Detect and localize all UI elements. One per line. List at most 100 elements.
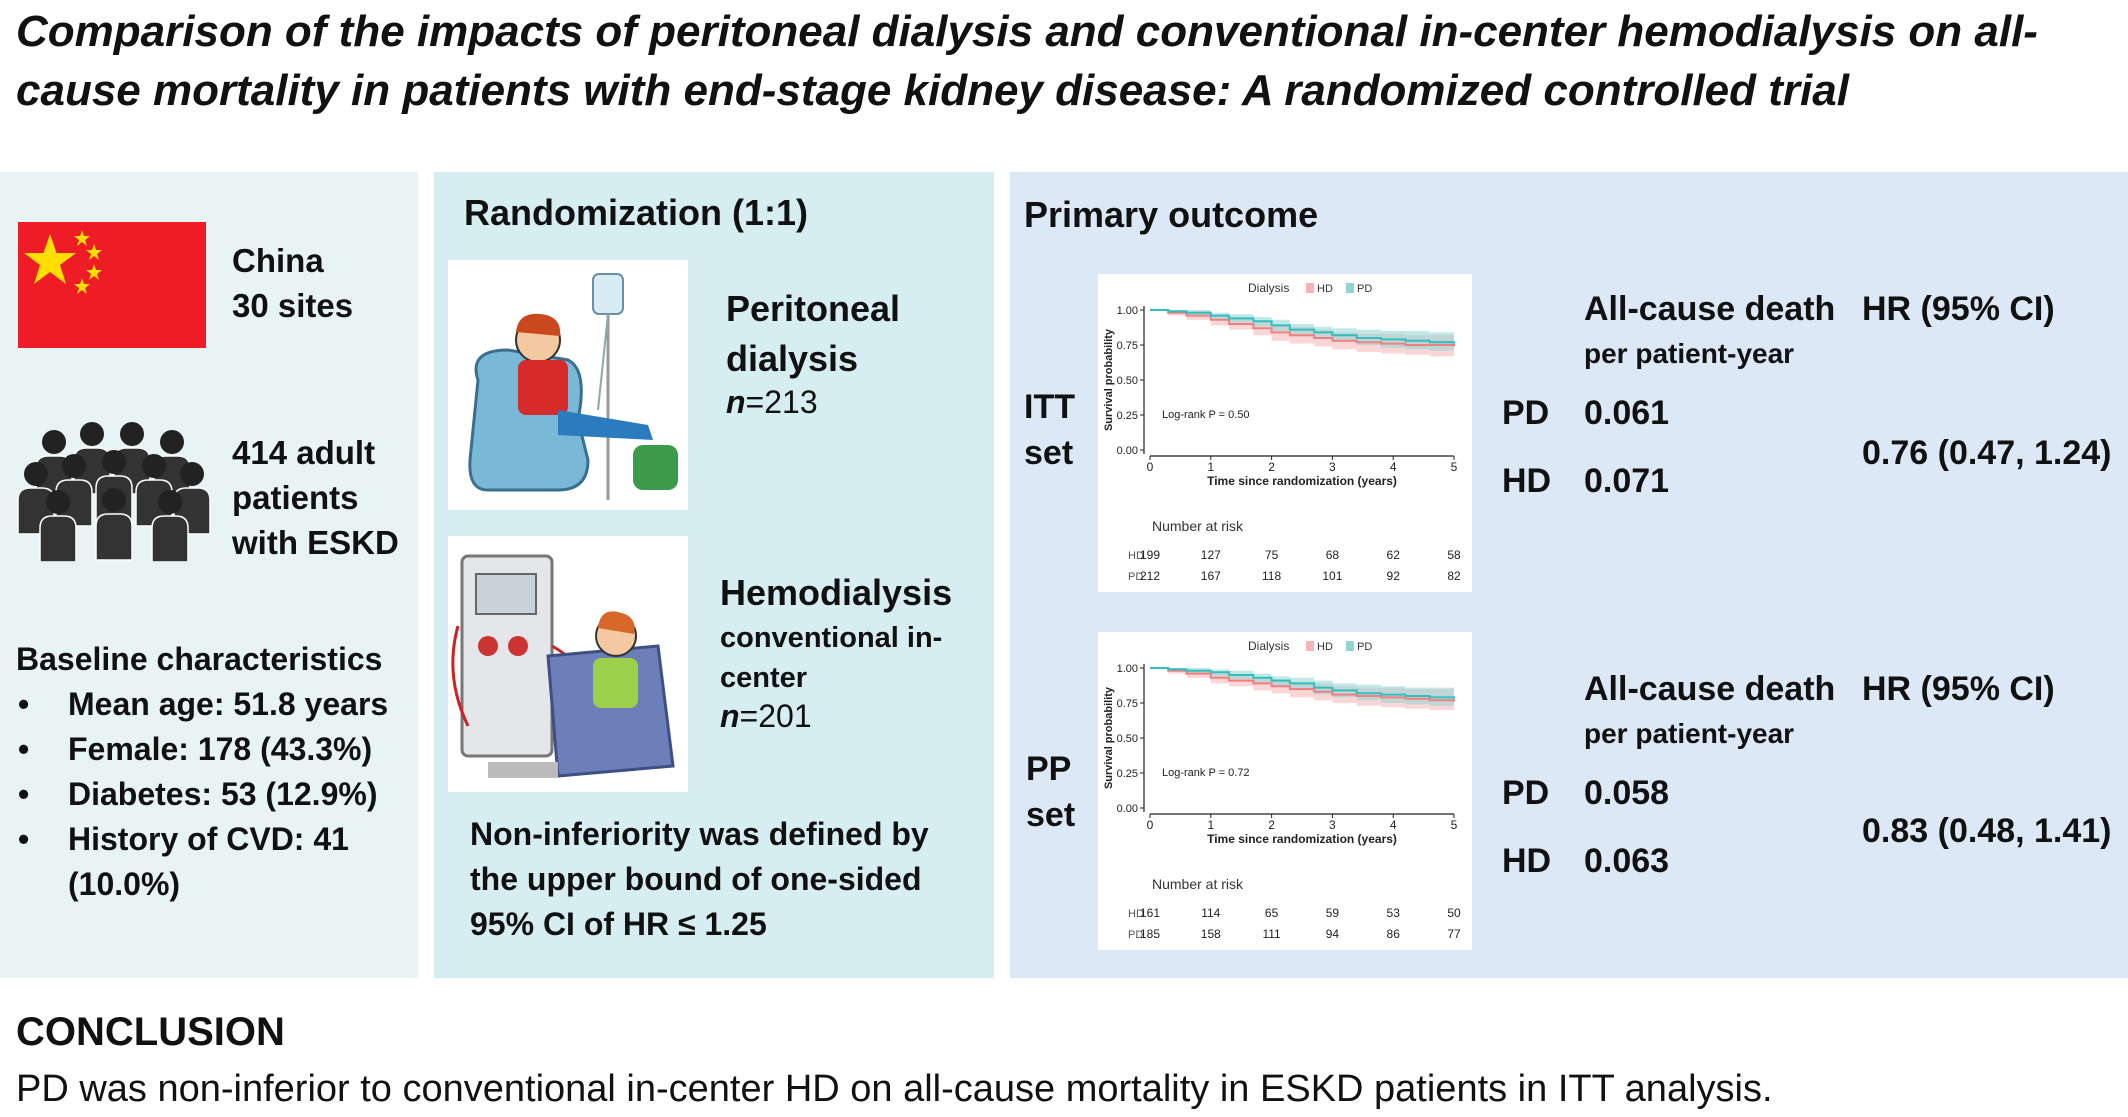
population-panel: China 30 sites 414 adult patients with E…: [0, 172, 418, 978]
conclusion-text: PD was non-inferior to conventional in-c…: [16, 1068, 1773, 1110]
hd-arm-label-2: conventional in-: [720, 622, 943, 654]
page-title: Comparison of the impacts of peritoneal …: [16, 7, 2038, 116]
itt-hr-value: 0.76 (0.47, 1.24): [1862, 434, 2112, 472]
legend-title: Dialysis: [1248, 639, 1289, 653]
risk-count-pd: 94: [1326, 927, 1340, 941]
baseline-heading: Baseline characteristics: [16, 641, 383, 677]
x-tick-label: 1: [1207, 460, 1214, 474]
pd-n-label: n: [726, 384, 746, 420]
legend-label-hd: HD: [1317, 283, 1333, 295]
y-tick-label: 0.00: [1117, 803, 1138, 815]
y-tick-label: 1.00: [1117, 305, 1138, 317]
legend-swatch-pd: [1346, 641, 1354, 651]
x-axis-label: Time since randomization (years): [1207, 474, 1397, 488]
y-axis-label: Survival probability: [1103, 686, 1115, 789]
hd-n-label: n: [720, 698, 740, 734]
legend-title: Dialysis: [1248, 281, 1289, 295]
km-curve-itt: Dialysis HD PD 0.00 0.25 0.50 0.75 1.00 0 1 2 3 4 5 Ti…: [1098, 274, 1472, 592]
primary-outcome-panel: Primary outcome ITT set Dialysis HD PD 0.00…: [1010, 172, 2128, 978]
risk-row-label-pd: PD: [1128, 571, 1143, 583]
survival-line-hd: [1150, 667, 1455, 702]
legend-label-pd: PD: [1357, 641, 1372, 653]
itt-hd-rate: 0.071: [1584, 462, 1670, 500]
legend-swatch-hd: [1306, 641, 1314, 651]
people-group-icon: [14, 412, 214, 563]
risk-count-pd: 92: [1387, 569, 1401, 583]
pd-n-value: =213: [745, 384, 818, 420]
legend-swatch-pd: [1346, 283, 1354, 293]
risk-count-hd: 161: [1140, 906, 1160, 920]
x-tick-label: 2: [1268, 460, 1275, 474]
x-tick-label: 1: [1207, 818, 1214, 832]
y-tick-label: 0.50: [1117, 375, 1138, 387]
y-tick-label: 1.00: [1117, 663, 1138, 675]
risk-count-hd: 50: [1447, 906, 1461, 920]
risk-count-hd: 59: [1326, 906, 1340, 920]
x-tick-label: 0: [1147, 818, 1154, 832]
risk-count-hd: 68: [1326, 548, 1340, 562]
hd-n-value: =201: [739, 698, 812, 734]
legend-swatch-hd: [1306, 283, 1314, 293]
legend-label-pd: PD: [1357, 283, 1372, 295]
itt-col-death-line2: per patient-year: [1584, 338, 1795, 369]
risk-count-hd: 75: [1265, 548, 1279, 562]
risk-count-pd: 118: [1262, 569, 1281, 583]
noninferiority-definition: Non-inferiority was defined by the upper…: [470, 816, 929, 942]
pp-hr-value: 0.83 (0.48, 1.41): [1862, 812, 2112, 850]
conclusion-heading: CONCLUSION: [16, 1010, 285, 1054]
y-tick-label: 0.75: [1117, 340, 1138, 352]
risk-count-pd: 185: [1140, 927, 1160, 941]
risk-count-pd: 167: [1201, 569, 1221, 583]
logrank-annotation: Log-rank P = 0.72: [1162, 767, 1250, 779]
risk-count-hd: 58: [1447, 548, 1461, 562]
risk-row-label-pd: PD: [1128, 929, 1143, 941]
itt-pd-rate: 0.061: [1584, 394, 1670, 432]
risk-count-pd: 111: [1262, 927, 1281, 941]
risk-table-title: Number at risk: [1152, 518, 1244, 534]
risk-count-pd: 77: [1447, 927, 1461, 941]
km-curve-pp: Dialysis HD PD 0.00 0.25 0.50 0.75 1.00 0 1 2 3 4 5 Ti…: [1098, 632, 1472, 950]
baseline-item: History of CVD: 41 (10.0%): [16, 817, 416, 907]
pp-col-death-line2: per patient-year: [1584, 718, 1795, 749]
risk-count-pd: 212: [1140, 569, 1160, 583]
sites-label: 30 sites: [232, 287, 354, 324]
x-tick-label: 3: [1329, 818, 1336, 832]
baseline-item: Diabetes: 53 (12.9%): [16, 772, 416, 817]
risk-count-hd: 65: [1265, 906, 1279, 920]
risk-count-hd: 127: [1201, 548, 1221, 562]
pp-label-1: PP: [1026, 750, 1072, 788]
pp-label-2: set: [1026, 796, 1076, 834]
patients-line-3: with ESKD: [232, 524, 399, 561]
y-tick-label: 0.25: [1117, 768, 1138, 780]
risk-count-hd: 199: [1140, 548, 1160, 562]
y-tick-label: 0.00: [1117, 445, 1138, 457]
itt-col-hr: HR (95% CI): [1862, 290, 2055, 328]
y-tick-label: 0.25: [1117, 410, 1138, 422]
legend-label-hd: HD: [1317, 641, 1333, 653]
peritoneal-dialysis-illustration: [448, 260, 688, 510]
patients-line-2: patients: [232, 479, 359, 516]
randomization-heading: Randomization (1:1): [464, 192, 809, 233]
survival-line-pd: [1150, 667, 1455, 699]
hemodialysis-illustration: [448, 536, 688, 792]
logrank-annotation: Log-rank P = 0.50: [1162, 409, 1250, 421]
china-flag-icon: [18, 222, 206, 348]
y-tick-label: 0.75: [1117, 698, 1138, 710]
hd-arm-label-1: Hemodialysis: [720, 572, 953, 613]
hd-arm-n: n=201: [720, 698, 952, 735]
country-label: China: [232, 242, 324, 279]
pp-col-hr: HR (95% CI): [1862, 670, 2055, 708]
x-tick-label: 5: [1451, 818, 1458, 832]
primary-outcome-heading: Primary outcome: [1024, 194, 1319, 235]
ci-band-hd: [1150, 668, 1454, 713]
pd-arm-n: n=213: [726, 384, 900, 421]
risk-count-pd: 158: [1201, 927, 1221, 941]
baseline-item: Female: 178 (43.3%): [16, 727, 416, 772]
pd-arm-label-1: Peritoneal: [726, 288, 901, 329]
pp-hd-rate: 0.063: [1584, 842, 1670, 880]
baseline-item: Mean age: 51.8 years: [16, 682, 416, 727]
pp-hd-label: HD: [1502, 842, 1552, 880]
survival-line-pd: [1150, 309, 1455, 344]
pd-arm-label-2: dialysis: [726, 338, 859, 379]
x-tick-label: 2: [1268, 818, 1275, 832]
